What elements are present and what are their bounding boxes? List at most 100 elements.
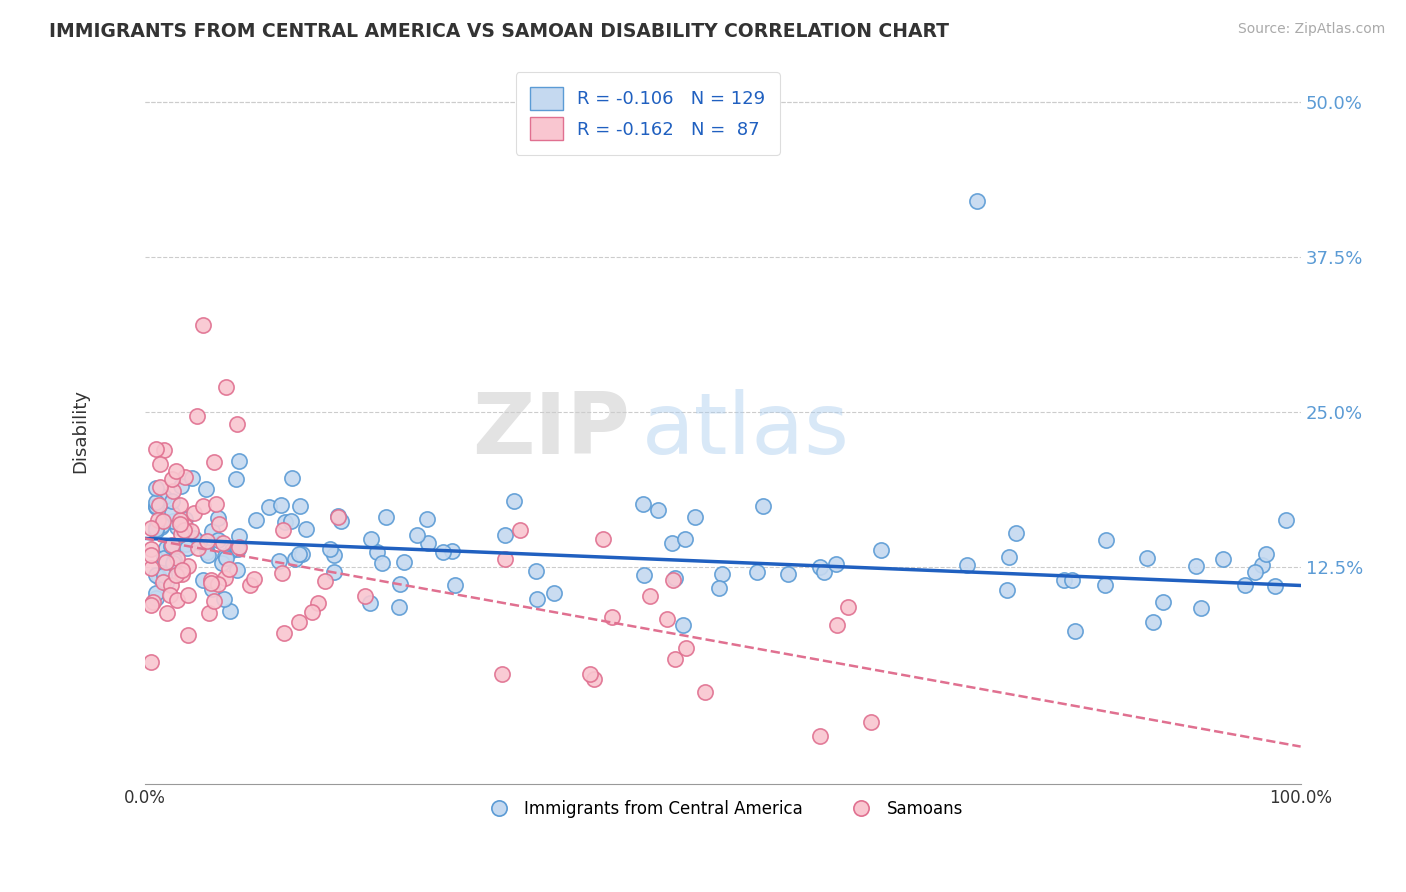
Point <box>226 563 249 577</box>
Point <box>148 498 170 512</box>
Point <box>281 471 304 485</box>
Point <box>139 655 162 669</box>
Point <box>329 514 352 528</box>
Point <box>243 572 266 586</box>
Point <box>160 506 183 520</box>
Point <box>860 714 883 729</box>
Point <box>837 599 859 614</box>
Point <box>524 564 547 578</box>
Point <box>215 550 238 565</box>
Point <box>288 547 311 561</box>
Point <box>166 593 188 607</box>
Point <box>202 454 225 468</box>
Point <box>328 510 350 524</box>
Point <box>145 519 167 533</box>
Point <box>662 573 685 587</box>
Point <box>145 495 167 509</box>
Point <box>170 479 193 493</box>
Point <box>139 521 162 535</box>
Point <box>155 541 177 555</box>
Point <box>228 529 250 543</box>
Point <box>583 672 606 686</box>
Point <box>824 557 846 571</box>
Point <box>638 589 661 603</box>
Point <box>145 524 167 538</box>
Point <box>440 544 463 558</box>
Point <box>215 380 238 394</box>
Point <box>1060 573 1083 587</box>
Point <box>145 586 167 600</box>
Point <box>214 549 236 564</box>
Point <box>273 515 295 529</box>
Point <box>162 556 184 570</box>
Point <box>160 578 183 592</box>
Point <box>160 494 183 508</box>
Point <box>1053 573 1076 587</box>
Point <box>778 566 800 581</box>
Point <box>214 591 236 606</box>
Point <box>197 606 219 620</box>
Point <box>191 318 214 333</box>
Point <box>695 685 717 699</box>
Point <box>416 511 439 525</box>
Point <box>267 554 290 568</box>
Point <box>579 666 602 681</box>
Point <box>228 540 250 554</box>
Point <box>155 576 177 591</box>
Point <box>808 729 831 743</box>
Point <box>1251 558 1274 572</box>
Point <box>270 566 292 580</box>
Point <box>301 606 323 620</box>
Point <box>239 578 262 592</box>
Point <box>172 566 194 581</box>
Point <box>173 523 195 537</box>
Point <box>187 541 209 555</box>
Point <box>813 565 835 579</box>
Point <box>416 536 439 550</box>
Point <box>226 541 249 556</box>
Point <box>655 612 678 626</box>
Point <box>149 520 172 534</box>
Point <box>145 521 167 535</box>
Text: Source: ZipAtlas.com: Source: ZipAtlas.com <box>1237 22 1385 37</box>
Point <box>675 640 697 655</box>
Point <box>173 519 195 533</box>
Point <box>207 511 229 525</box>
Point <box>290 499 312 513</box>
Point <box>160 538 183 552</box>
Point <box>166 520 188 534</box>
Point <box>1184 559 1206 574</box>
Point <box>270 498 292 512</box>
Point <box>214 571 236 585</box>
Point <box>672 618 695 632</box>
Point <box>1256 547 1278 561</box>
Point <box>328 508 350 523</box>
Point <box>1189 600 1212 615</box>
Point <box>314 574 336 588</box>
Point <box>187 534 209 549</box>
Point <box>202 593 225 607</box>
Point <box>169 513 191 527</box>
Point <box>1004 526 1026 541</box>
Point <box>494 528 516 542</box>
Point <box>145 522 167 536</box>
Point <box>162 484 184 499</box>
Point <box>176 559 198 574</box>
Point <box>711 566 734 581</box>
Point <box>228 454 250 468</box>
Point <box>673 533 696 547</box>
Text: IMMIGRANTS FROM CENTRAL AMERICA VS SAMOAN DISABILITY CORRELATION CHART: IMMIGRANTS FROM CENTRAL AMERICA VS SAMOA… <box>49 22 949 41</box>
Point <box>869 542 891 557</box>
Point <box>319 542 342 557</box>
Point <box>208 516 231 531</box>
Point <box>808 560 831 574</box>
Point <box>174 512 197 526</box>
Point <box>180 471 202 485</box>
Point <box>153 490 176 504</box>
Point <box>146 513 169 527</box>
Point <box>142 595 165 609</box>
Point <box>148 570 170 584</box>
Point <box>183 531 205 545</box>
Point <box>273 626 295 640</box>
Point <box>432 545 454 559</box>
